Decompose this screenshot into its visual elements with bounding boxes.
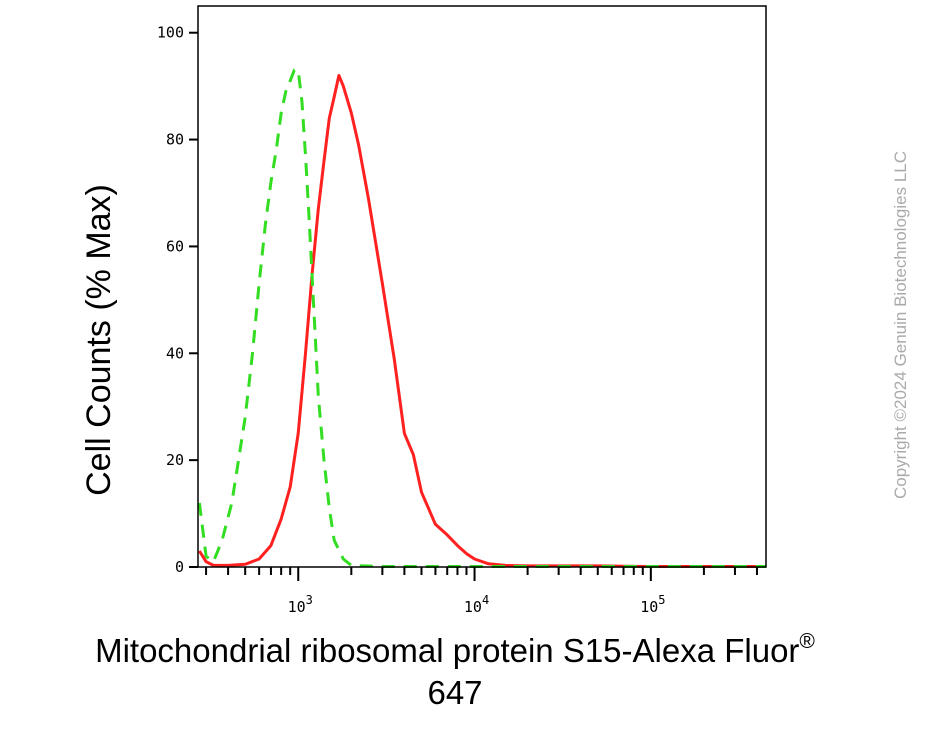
y-tick-label: 0 — [175, 558, 184, 576]
x-axis-label-registered: ® — [799, 630, 815, 653]
x-tick-label: 105 — [640, 593, 665, 616]
y-tick-label: 20 — [166, 451, 184, 469]
y-tick-label: 80 — [166, 131, 184, 149]
series-line-dashed-green — [198, 68, 766, 568]
x-tick-label: 104 — [464, 593, 489, 616]
y-axis-label: Cell Counts (% Max) — [80, 184, 118, 496]
series-line-solid-red — [198, 74, 766, 568]
x-axis-label-line2: 647 — [427, 674, 482, 711]
y-tick-label: 100 — [157, 24, 184, 42]
x-axis-label-main: Mitochondrial ribosomal protein S15-Alex… — [95, 632, 799, 669]
plot-frame — [197, 5, 767, 568]
y-tick-label: 40 — [166, 344, 184, 362]
copyright-watermark: Copyright ©2024 Genuin Biotechnologies L… — [891, 151, 910, 499]
x-axis-label: Mitochondrial ribosomal protein S15-Alex… — [95, 630, 815, 669]
x-tick-label: 103 — [288, 593, 313, 616]
y-tick-label: 60 — [166, 237, 184, 255]
